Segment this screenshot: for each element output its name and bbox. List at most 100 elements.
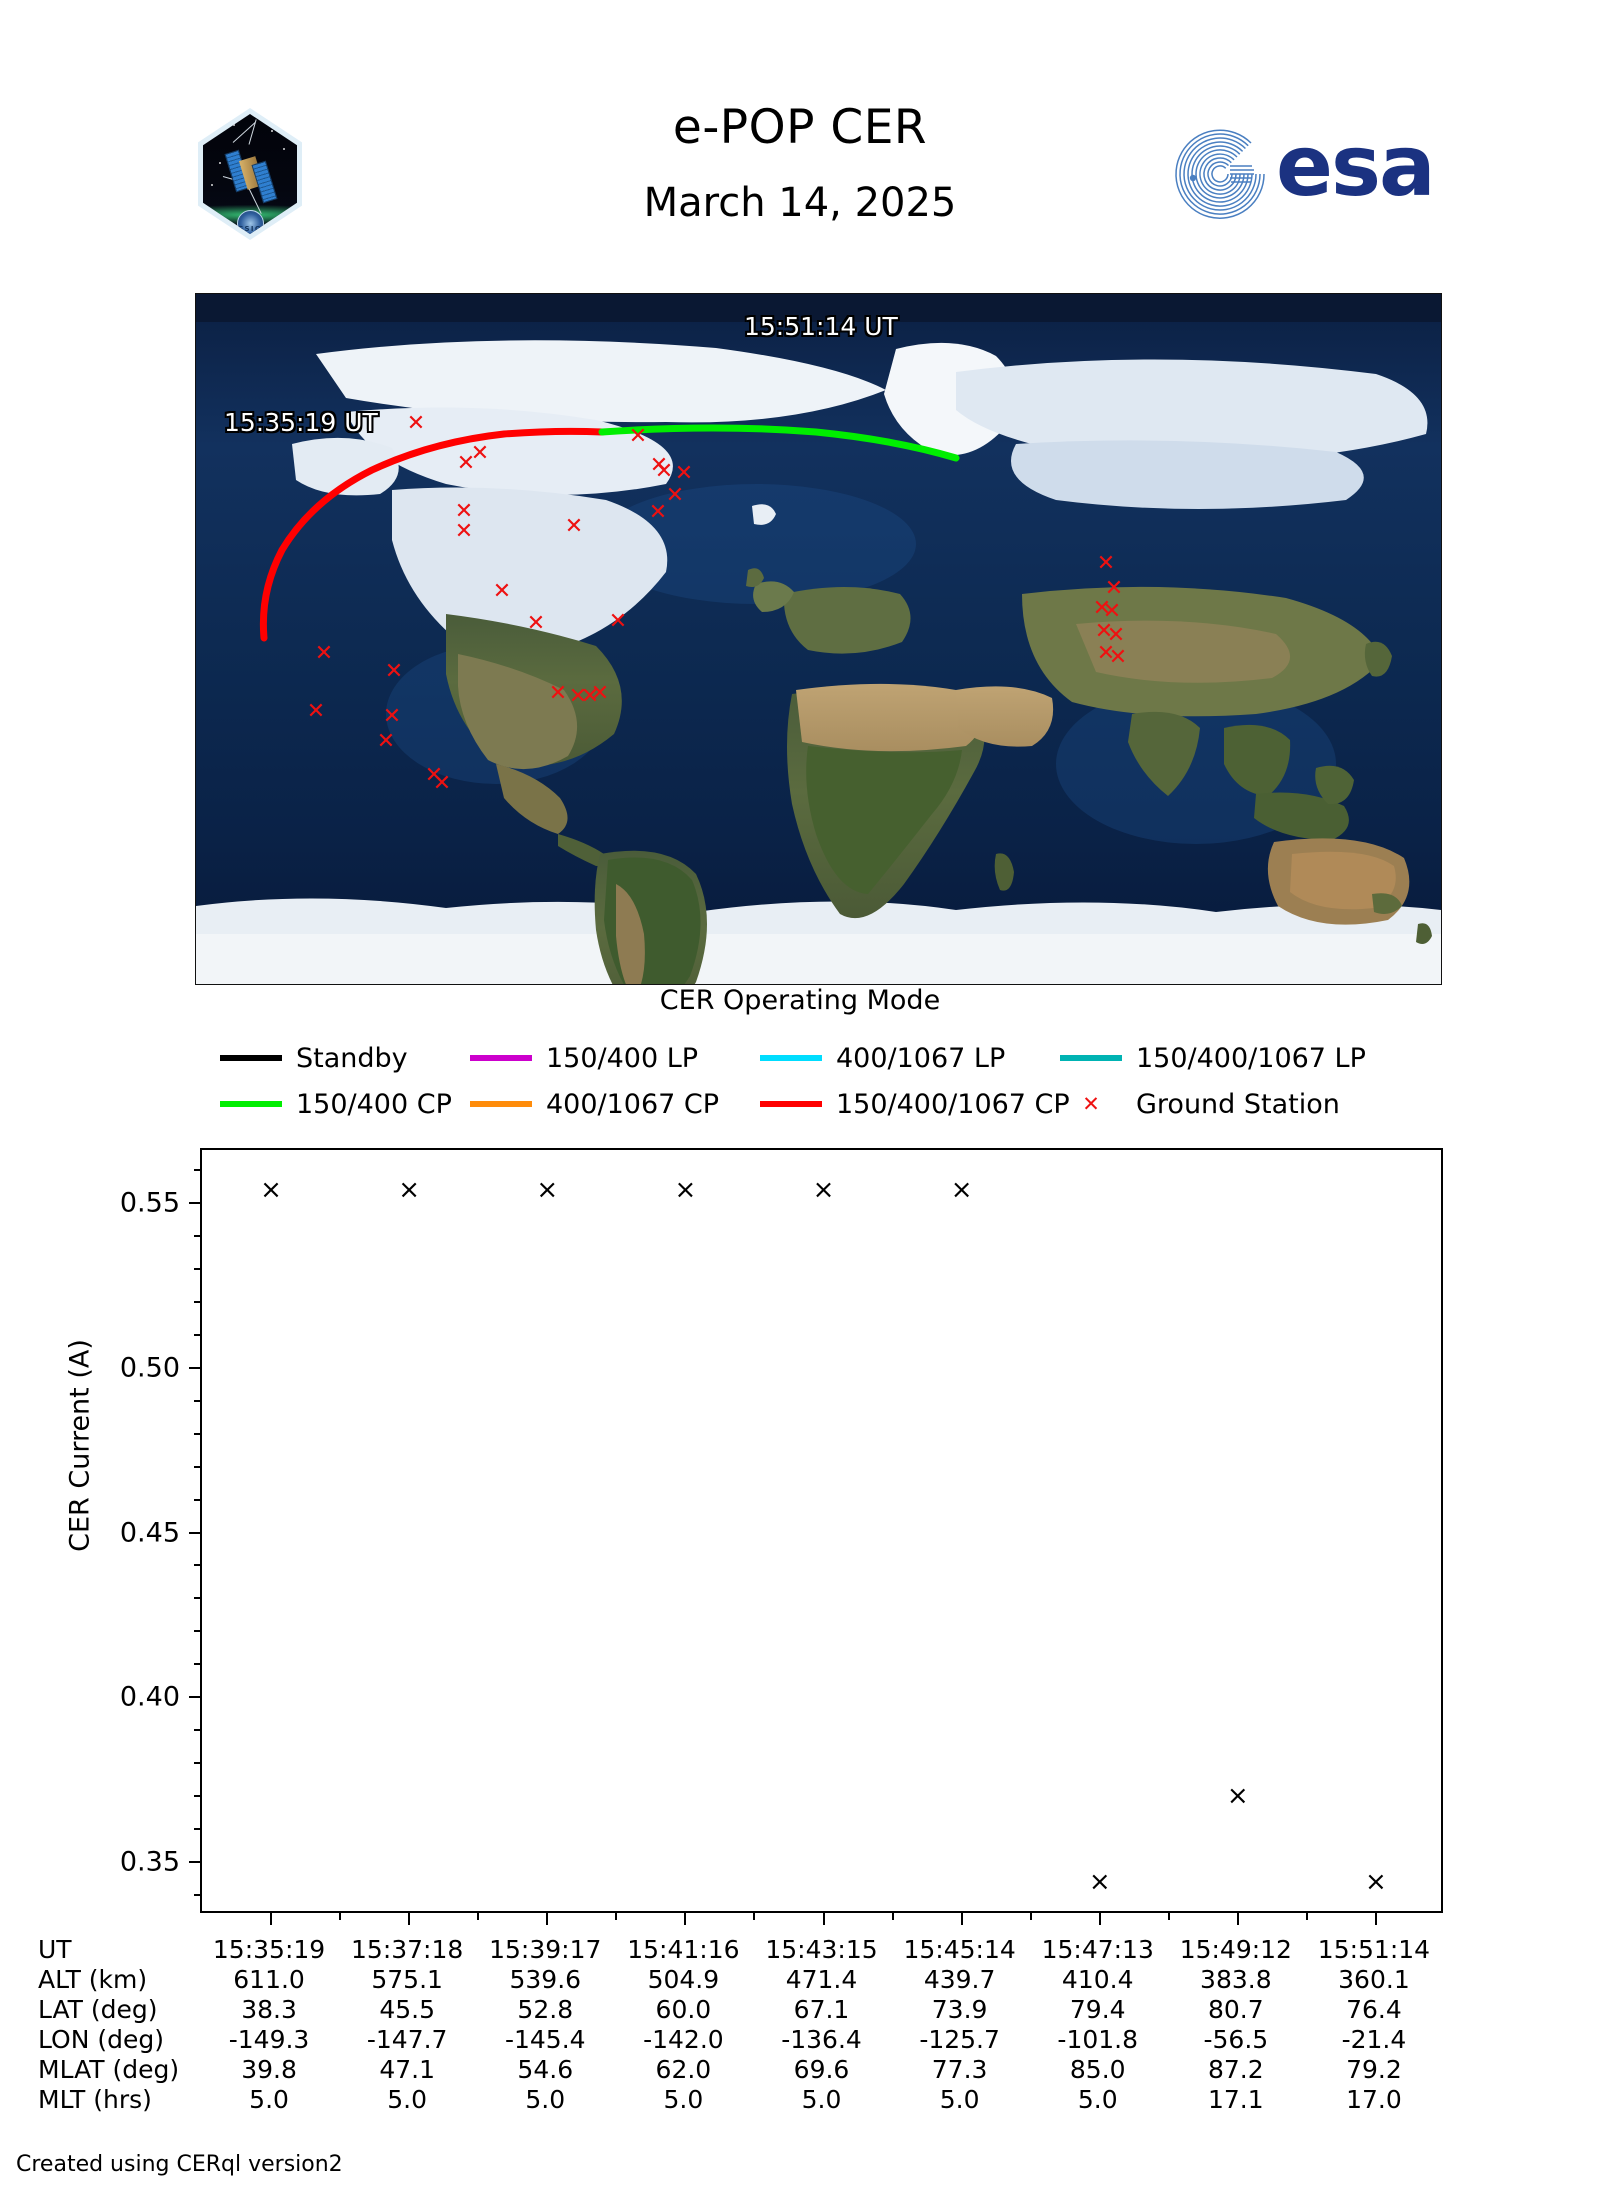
ground-station-marker: ✕ bbox=[548, 681, 568, 706]
legend-swatch-400-1067-lp bbox=[760, 1055, 822, 1061]
legend-swatch-150-400-cp bbox=[220, 1101, 282, 1107]
legend-label: 400/1067 LP bbox=[836, 1042, 1006, 1074]
ground-station-marker: ✕ bbox=[1108, 645, 1128, 670]
table-cell: 67.1 bbox=[793, 1995, 850, 2024]
table-row-label: MLAT (deg) bbox=[38, 2055, 180, 2084]
data-point-marker: × bbox=[812, 1174, 835, 1205]
table-cell: 47.1 bbox=[379, 2055, 435, 2084]
y-axis-minor-tick bbox=[194, 1168, 202, 1171]
table-cell: 575.1 bbox=[371, 1965, 443, 1994]
legend-row: Standby 150/400 LP 400/1067 LP 150/400/1… bbox=[220, 1035, 1440, 1081]
table-cell: 5.0 bbox=[801, 2085, 842, 2114]
y-axis-tick-label: 0.40 bbox=[119, 1681, 180, 1713]
data-point-marker: × bbox=[1365, 1867, 1387, 1898]
ground-station-icon: ✕ bbox=[1082, 1091, 1100, 1116]
world-map-image bbox=[196, 294, 1441, 984]
y-axis-minor-tick bbox=[194, 1564, 202, 1567]
ground-station-marker: ✕ bbox=[454, 519, 474, 544]
y-axis-minor-tick bbox=[194, 1432, 202, 1435]
x-axis-tick bbox=[1374, 1911, 1377, 1925]
patch-wordmark: CASSIOPE bbox=[225, 225, 275, 233]
table-cell: 611.0 bbox=[233, 1965, 305, 1994]
ephemeris-table: UT 15:35:19 15:37:18 15:39:17 15:41:16 15:43:… bbox=[38, 1935, 1518, 2115]
ground-station-marker: ✕ bbox=[314, 641, 334, 666]
legend-item-400-1067-lp: 400/1067 LP bbox=[760, 1043, 1060, 1074]
y-axis-tick bbox=[189, 1366, 202, 1369]
table-row: LON (deg) -149.3 -147.7 -145.4 -142.0 -136.4 -… bbox=[38, 2025, 1518, 2055]
table-cell: 69.6 bbox=[793, 2055, 850, 2084]
legend-swatch-standby bbox=[220, 1055, 282, 1061]
table-cell: 5.0 bbox=[939, 2085, 980, 2114]
ground-station-marker: ✕ bbox=[1104, 576, 1124, 601]
legend-item-150-400-1067-lp: 150/400/1067 LP bbox=[1060, 1043, 1366, 1074]
table-row-label: LAT (deg) bbox=[38, 1995, 158, 2024]
table-cell: 360.1 bbox=[1338, 1965, 1410, 1994]
legend-swatch-150-400-1067-lp bbox=[1060, 1055, 1122, 1061]
table-cell: 60.0 bbox=[655, 1995, 712, 2024]
table-cell: 39.8 bbox=[241, 2055, 297, 2084]
y-axis-tick-label: 0.45 bbox=[119, 1517, 180, 1548]
table-cell: 471.4 bbox=[785, 1965, 858, 1994]
esa-wordmark: esa bbox=[1276, 117, 1436, 215]
ground-station-marker: ✕ bbox=[580, 684, 600, 709]
table-cell: 38.3 bbox=[241, 1995, 297, 2024]
y-axis-minor-tick bbox=[194, 1465, 202, 1468]
y-axis-tick bbox=[189, 1861, 202, 1864]
orbit-ground-track-map: ✕ ✕ ✕ ✕ ✕ ✕ ✕ ✕ ✕ ✕ ✕ ✕ ✕ ✕ ✕ ✕ ✕ ✕ ✕ ✕ … bbox=[195, 293, 1442, 985]
table-cell: 17.0 bbox=[1346, 2085, 1402, 2114]
legend-swatch-150-400-1067-cp bbox=[760, 1101, 822, 1107]
data-point-marker: × bbox=[260, 1174, 282, 1205]
ground-station-marker: ✕ bbox=[1092, 596, 1112, 621]
table-cell: 5.0 bbox=[663, 2085, 704, 2114]
ground-station-marker: ✕ bbox=[492, 579, 512, 604]
x-axis-minor-tick bbox=[339, 1911, 342, 1920]
y-axis-minor-tick bbox=[194, 1828, 202, 1831]
ground-station-marker: ✕ bbox=[648, 500, 668, 525]
legend-item-150-400-1067-cp: 150/400/1067 CP bbox=[760, 1089, 1070, 1120]
ground-station-marker: ✕ bbox=[526, 611, 546, 636]
table-cell: 45.5 bbox=[379, 1995, 435, 2024]
page-title: e-POP CER bbox=[672, 100, 928, 155]
table-cell: 77.3 bbox=[931, 2055, 988, 2084]
ground-station-marker: ✕ bbox=[406, 411, 426, 436]
legend-row: 150/400 CP 400/1067 CP 150/400/1067 CP ✕… bbox=[220, 1081, 1440, 1127]
table-row: UT 15:35:19 15:37:18 15:39:17 15:41:16 15:43:… bbox=[38, 1935, 1518, 1965]
x-axis-tick bbox=[960, 1911, 963, 1925]
table-cell: -21.4 bbox=[1341, 2025, 1407, 2054]
data-point-marker: × bbox=[1226, 1781, 1249, 1812]
y-axis-minor-tick bbox=[194, 1333, 202, 1336]
y-axis-minor-tick bbox=[194, 1762, 202, 1765]
table-cell: 54.6 bbox=[517, 2055, 574, 2084]
table-cell: 15:51:14 bbox=[1317, 1935, 1431, 1964]
table-cell: 5.0 bbox=[525, 2085, 566, 2114]
legend-label: 150/400/1067 CP bbox=[836, 1088, 1070, 1120]
table-row-label: MLT (hrs) bbox=[38, 2085, 152, 2114]
table-cell: 15:43:15 bbox=[765, 1935, 878, 1964]
table-cell: 504.9 bbox=[647, 1965, 720, 1994]
table-cell: 52.8 bbox=[517, 1995, 574, 2024]
ground-station-marker: ✕ bbox=[424, 763, 444, 788]
table-cell: 79.4 bbox=[1069, 1995, 1126, 2024]
y-axis-minor-tick bbox=[194, 1663, 202, 1666]
table-cell: 79.2 bbox=[1346, 2055, 1402, 2084]
legend-title: CER Operating Mode bbox=[659, 985, 941, 1016]
ground-station-marker: ✕ bbox=[628, 424, 648, 449]
table-cell: 15:45:14 bbox=[903, 1935, 1016, 1964]
legend-item-400-1067-cp: 400/1067 CP bbox=[470, 1089, 760, 1120]
esa-logo: esa bbox=[1168, 118, 1458, 228]
y-axis-minor-tick bbox=[194, 1894, 202, 1897]
data-point-marker: × bbox=[950, 1174, 973, 1205]
ground-station-marker: ✕ bbox=[1094, 619, 1114, 644]
ground-station-marker: ✕ bbox=[306, 699, 326, 724]
table-cell: 15:41:16 bbox=[627, 1935, 740, 1964]
ground-station-marker: ✕ bbox=[1096, 641, 1116, 666]
legend-label: 150/400/1067 LP bbox=[1136, 1042, 1366, 1074]
cer-current-plot: 0.35 0.40 0.45 0.50 0.55 × × × × × × × × × bbox=[120, 1148, 1443, 1925]
ground-station-marker: ✕ bbox=[590, 681, 610, 706]
ground-station-marker: ✕ bbox=[470, 441, 490, 466]
x-axis-minor-tick bbox=[1029, 1911, 1032, 1920]
y-axis-minor-tick bbox=[194, 1498, 202, 1501]
table-cell: -149.3 bbox=[228, 2025, 310, 2054]
y-axis-tick-label: 0.50 bbox=[119, 1352, 180, 1384]
ground-station-marker: ✕ bbox=[654, 459, 674, 484]
